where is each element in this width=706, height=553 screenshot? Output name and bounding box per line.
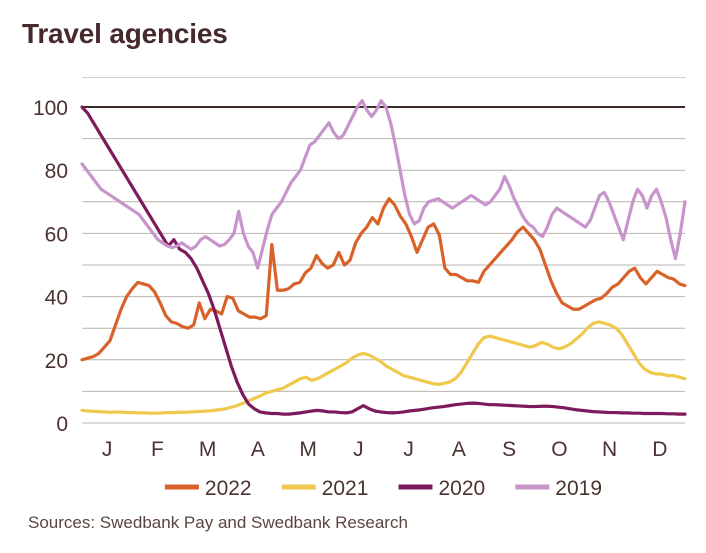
- x-axis-month-label: A: [452, 438, 466, 461]
- x-axis-month-label: S: [502, 438, 516, 461]
- x-axis-month-label: F: [151, 438, 164, 461]
- x-axis-month-label: M: [199, 438, 217, 461]
- title-divider: [82, 77, 686, 78]
- y-axis-tick-label: 80: [45, 160, 68, 183]
- series-line-2022: [80, 197, 687, 362]
- chart-legend: 2022 2021 2020 2019: [164, 477, 602, 500]
- x-axis-month-label: M: [299, 438, 317, 461]
- series-line-2019: [80, 99, 687, 270]
- y-axis-tick-label: 20: [45, 350, 68, 373]
- y-axis-tick-label: 0: [56, 413, 68, 436]
- legend-label-2019[interactable]: 2019: [555, 477, 602, 500]
- gridlines: [82, 106, 685, 424]
- legend-label-2021[interactable]: 2021: [322, 477, 369, 500]
- x-axis-month-label: O: [551, 438, 567, 461]
- x-axis-month-label: J: [403, 438, 414, 461]
- page-title: Travel agencies: [22, 18, 228, 49]
- legend-label-2020[interactable]: 2020: [439, 477, 486, 500]
- x-axis-month-label: D: [652, 438, 667, 461]
- series-line-2020: [80, 105, 687, 416]
- y-axis-labels: 0 20 40 60 80 100: [33, 97, 68, 436]
- series-line-2021: [80, 320, 687, 415]
- x-axis-month-label: N: [602, 438, 617, 461]
- y-axis-tick-label: 100: [33, 97, 68, 120]
- x-axis-month-label: J: [353, 438, 364, 461]
- y-axis-tick-label: 60: [45, 223, 68, 246]
- legend-label-2022[interactable]: 2022: [205, 477, 252, 500]
- y-axis-tick-label: 40: [45, 287, 68, 310]
- x-axis-month-label: A: [251, 438, 265, 461]
- x-axis-month-label: J: [102, 438, 113, 461]
- series-lines: [80, 99, 687, 416]
- sources-note: Sources: Swedbank Pay and Swedbank Resea…: [28, 513, 408, 532]
